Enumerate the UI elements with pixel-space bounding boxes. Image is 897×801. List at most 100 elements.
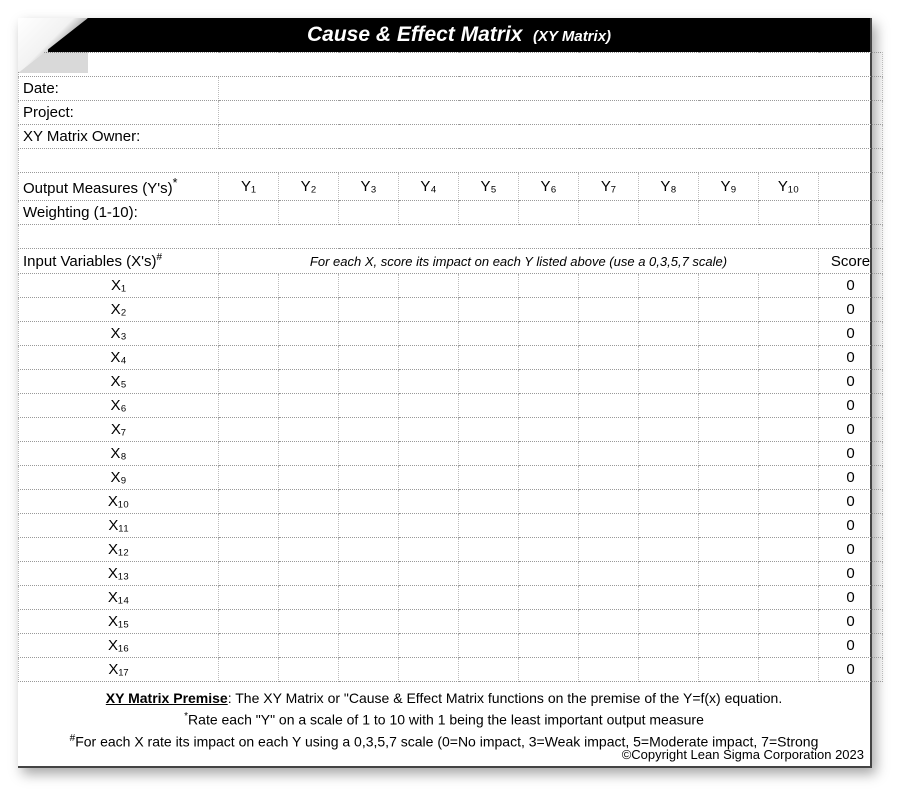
x-cell[interactable] (579, 466, 639, 490)
x-cell[interactable] (279, 418, 339, 442)
weight-5[interactable] (459, 201, 519, 225)
x-cell[interactable] (339, 466, 399, 490)
x-cell[interactable] (699, 634, 759, 658)
x-cell[interactable] (699, 418, 759, 442)
x-cell[interactable] (219, 490, 279, 514)
x-cell[interactable] (699, 346, 759, 370)
x-cell[interactable] (219, 634, 279, 658)
x-cell[interactable] (759, 274, 819, 298)
x-cell[interactable] (339, 634, 399, 658)
x-cell[interactable] (399, 562, 459, 586)
x-cell[interactable] (759, 298, 819, 322)
x-cell[interactable] (639, 370, 699, 394)
x-cell[interactable] (579, 586, 639, 610)
x-cell[interactable] (759, 610, 819, 634)
x-cell[interactable] (699, 274, 759, 298)
x-cell[interactable] (699, 514, 759, 538)
x-cell[interactable] (639, 322, 699, 346)
x-cell[interactable] (339, 562, 399, 586)
x-cell[interactable] (519, 610, 579, 634)
weight-10[interactable] (759, 201, 819, 225)
x-cell[interactable] (279, 370, 339, 394)
x-cell[interactable] (339, 490, 399, 514)
x-cell[interactable] (639, 394, 699, 418)
x-cell[interactable] (579, 346, 639, 370)
x-cell[interactable] (219, 322, 279, 346)
x-cell[interactable] (519, 490, 579, 514)
x-cell[interactable] (279, 466, 339, 490)
x-cell[interactable] (219, 298, 279, 322)
x-cell[interactable] (459, 298, 519, 322)
x-cell[interactable] (279, 610, 339, 634)
x-cell[interactable] (459, 610, 519, 634)
x-cell[interactable] (219, 586, 279, 610)
owner-value[interactable] (219, 125, 883, 149)
x-cell[interactable] (399, 418, 459, 442)
x-cell[interactable] (639, 634, 699, 658)
x-cell[interactable] (639, 586, 699, 610)
x-cell[interactable] (639, 346, 699, 370)
x-cell[interactable] (639, 274, 699, 298)
x-cell[interactable] (699, 466, 759, 490)
x-cell[interactable] (339, 370, 399, 394)
weight-4[interactable] (399, 201, 459, 225)
x-cell[interactable] (579, 514, 639, 538)
x-cell[interactable] (459, 634, 519, 658)
x-cell[interactable] (759, 586, 819, 610)
x-cell[interactable] (759, 490, 819, 514)
x-cell[interactable] (219, 610, 279, 634)
x-cell[interactable] (399, 610, 459, 634)
x-cell[interactable] (639, 418, 699, 442)
x-cell[interactable] (219, 538, 279, 562)
x-cell[interactable] (219, 418, 279, 442)
x-cell[interactable] (519, 394, 579, 418)
x-cell[interactable] (579, 610, 639, 634)
x-cell[interactable] (759, 514, 819, 538)
x-cell[interactable] (399, 466, 459, 490)
x-cell[interactable] (639, 610, 699, 634)
x-cell[interactable] (519, 634, 579, 658)
project-value[interactable] (219, 101, 883, 125)
x-cell[interactable] (579, 442, 639, 466)
x-cell[interactable] (579, 322, 639, 346)
x-cell[interactable] (459, 346, 519, 370)
x-cell[interactable] (339, 610, 399, 634)
x-cell[interactable] (459, 490, 519, 514)
x-cell[interactable] (399, 514, 459, 538)
x-cell[interactable] (399, 586, 459, 610)
x-cell[interactable] (399, 490, 459, 514)
x-cell[interactable] (219, 562, 279, 586)
x-cell[interactable] (759, 346, 819, 370)
x-cell[interactable] (219, 514, 279, 538)
x-cell[interactable] (759, 634, 819, 658)
weight-7[interactable] (579, 201, 639, 225)
x-cell[interactable] (339, 586, 399, 610)
x-cell[interactable] (519, 538, 579, 562)
x-cell[interactable] (339, 346, 399, 370)
x-cell[interactable] (279, 562, 339, 586)
x-cell[interactable] (459, 442, 519, 466)
x-cell[interactable] (459, 394, 519, 418)
x-cell[interactable] (579, 538, 639, 562)
x-cell[interactable] (519, 418, 579, 442)
x-cell[interactable] (519, 466, 579, 490)
x-cell[interactable] (759, 442, 819, 466)
weight-1[interactable] (219, 201, 279, 225)
x-cell[interactable] (399, 298, 459, 322)
x-cell[interactable] (279, 322, 339, 346)
x-cell[interactable] (339, 322, 399, 346)
x-cell[interactable] (519, 562, 579, 586)
x-cell[interactable] (339, 658, 399, 682)
x-cell[interactable] (699, 394, 759, 418)
x-cell[interactable] (579, 658, 639, 682)
x-cell[interactable] (279, 658, 339, 682)
weight-3[interactable] (339, 201, 399, 225)
weight-9[interactable] (699, 201, 759, 225)
x-cell[interactable] (699, 538, 759, 562)
x-cell[interactable] (519, 346, 579, 370)
x-cell[interactable] (219, 466, 279, 490)
x-cell[interactable] (399, 274, 459, 298)
x-cell[interactable] (699, 442, 759, 466)
x-cell[interactable] (279, 634, 339, 658)
x-cell[interactable] (399, 658, 459, 682)
